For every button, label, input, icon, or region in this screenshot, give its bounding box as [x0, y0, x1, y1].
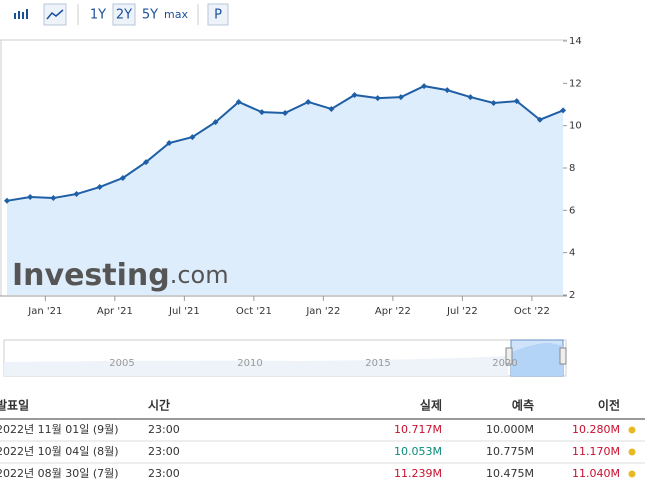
point [374, 95, 381, 102]
point [513, 98, 520, 105]
importance-dot [628, 470, 636, 478]
table-cell: 10.775M [486, 445, 534, 458]
point [258, 109, 265, 116]
importance-dot [628, 426, 636, 434]
point [27, 193, 34, 200]
point [166, 140, 173, 147]
watermark-suffix: .com [170, 261, 229, 289]
table-cell: 11.170M [572, 445, 620, 458]
x-tick-label: Apr '21 [97, 306, 133, 317]
table-cell: 11.239M [394, 467, 442, 480]
importance-dot [628, 448, 636, 456]
point [4, 197, 10, 204]
table-cell: 2022년 10월 04일 (8월) [0, 444, 119, 458]
point [235, 98, 242, 105]
point [536, 116, 543, 123]
range-button[interactable]: max [164, 8, 188, 21]
point [305, 98, 312, 105]
watermark-main: Investing [12, 258, 170, 293]
table-cell: 10.280M [572, 423, 620, 436]
point [50, 195, 57, 202]
point [328, 105, 335, 112]
point [143, 159, 150, 166]
table-header: 발표일 [0, 398, 29, 413]
table-header: 시간 [148, 398, 170, 413]
navigator-handle[interactable] [505, 347, 513, 365]
p-label[interactable]: P [214, 8, 222, 23]
line-icon[interactable] [43, 3, 67, 26]
table-cell: 11.040M [572, 467, 620, 480]
table-header: 예측 [512, 398, 534, 413]
point [467, 94, 474, 101]
point [397, 94, 404, 101]
point [421, 83, 428, 90]
table-cell: 23:00 [148, 423, 180, 436]
y-tick-label: 12 [569, 78, 582, 89]
table-cell: 23:00 [148, 467, 180, 480]
point [96, 184, 103, 191]
x-tick-label: Jul '21 [168, 306, 200, 317]
x-tick-label: Jan '21 [27, 306, 62, 317]
x-tick-label: Jan '22 [305, 306, 340, 317]
range-button[interactable]: 1Y [90, 8, 106, 23]
x-tick-label: Apr '22 [375, 306, 411, 317]
table-cell: 2022년 08월 30일 (7월) [0, 466, 119, 480]
table-cell: 10.053M [394, 445, 442, 458]
range-selected [112, 3, 136, 26]
range-button[interactable]: 2Y [116, 8, 132, 23]
point [351, 91, 358, 98]
point [282, 109, 289, 116]
bar-icon[interactable] [14, 9, 28, 19]
y-tick-label: 8 [569, 163, 575, 174]
navigator-tick: 2005 [109, 358, 134, 369]
point [189, 134, 196, 141]
point [444, 87, 451, 94]
x-tick-label: Oct '22 [514, 306, 550, 317]
y-tick-label: 4 [569, 248, 575, 259]
range-button[interactable]: 5Y [142, 8, 158, 23]
x-tick-label: Oct '21 [236, 306, 272, 317]
x-tick-label: Jul '22 [446, 306, 478, 317]
navigator-handle[interactable] [559, 347, 567, 365]
navigator-area [4, 356, 508, 376]
area [7, 86, 564, 296]
y-tick-label: 14 [569, 36, 582, 47]
p-button[interactable] [207, 3, 229, 26]
y-tick-label: 2 [569, 290, 575, 301]
navigator-tick: 2020 [492, 358, 517, 369]
y-tick-label: 10 [569, 121, 582, 132]
point [73, 191, 80, 198]
point [560, 107, 567, 114]
table-header: 실제 [420, 398, 442, 413]
table-cell: 10.717M [394, 423, 442, 436]
navigator-tick: 2010 [237, 358, 262, 369]
table-cell: 10.000M [486, 423, 534, 436]
table-cell: 23:00 [148, 445, 180, 458]
table-cell: 2022년 11월 01일 (9월) [0, 422, 119, 436]
point [490, 100, 497, 107]
watermark: Investing.com [12, 258, 229, 293]
navigator-tick: 2015 [365, 358, 390, 369]
navigator-mini [511, 342, 563, 376]
point [212, 119, 219, 126]
point [119, 174, 126, 181]
table-cell: 10.475M [486, 467, 534, 480]
y-tick-label: 6 [569, 205, 575, 216]
table-header: 이전 [598, 398, 620, 413]
